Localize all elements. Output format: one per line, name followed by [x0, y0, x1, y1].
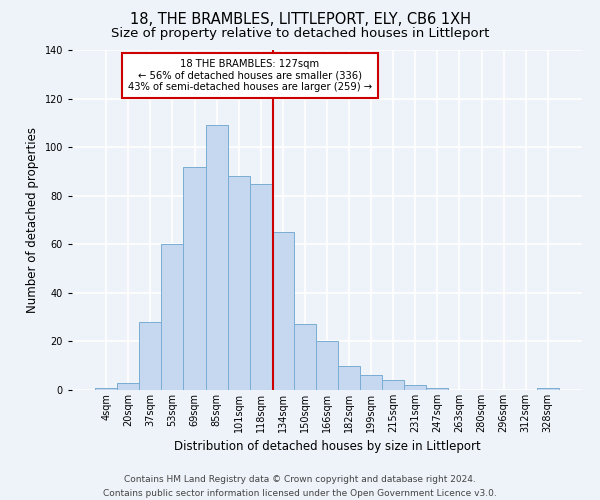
Bar [294, 324, 316, 390]
Text: Contains HM Land Registry data © Crown copyright and database right 2024.
Contai: Contains HM Land Registry data © Crown c… [103, 476, 497, 498]
Bar [250, 184, 272, 390]
Bar [206, 126, 227, 390]
Bar [360, 376, 382, 390]
Bar [404, 385, 427, 390]
Bar [272, 232, 294, 390]
Bar [427, 388, 448, 390]
Bar [184, 166, 206, 390]
Bar [139, 322, 161, 390]
Y-axis label: Number of detached properties: Number of detached properties [26, 127, 39, 313]
Bar [117, 382, 139, 390]
Text: Size of property relative to detached houses in Littleport: Size of property relative to detached ho… [111, 28, 489, 40]
X-axis label: Distribution of detached houses by size in Littleport: Distribution of detached houses by size … [173, 440, 481, 454]
Bar [95, 388, 117, 390]
Bar [161, 244, 184, 390]
Text: 18, THE BRAMBLES, LITTLEPORT, ELY, CB6 1XH: 18, THE BRAMBLES, LITTLEPORT, ELY, CB6 1… [130, 12, 470, 28]
Text: 18 THE BRAMBLES: 127sqm
← 56% of detached houses are smaller (336)
43% of semi-d: 18 THE BRAMBLES: 127sqm ← 56% of detache… [128, 59, 372, 92]
Bar [227, 176, 250, 390]
Bar [537, 388, 559, 390]
Bar [316, 342, 338, 390]
Bar [382, 380, 404, 390]
Bar [338, 366, 360, 390]
